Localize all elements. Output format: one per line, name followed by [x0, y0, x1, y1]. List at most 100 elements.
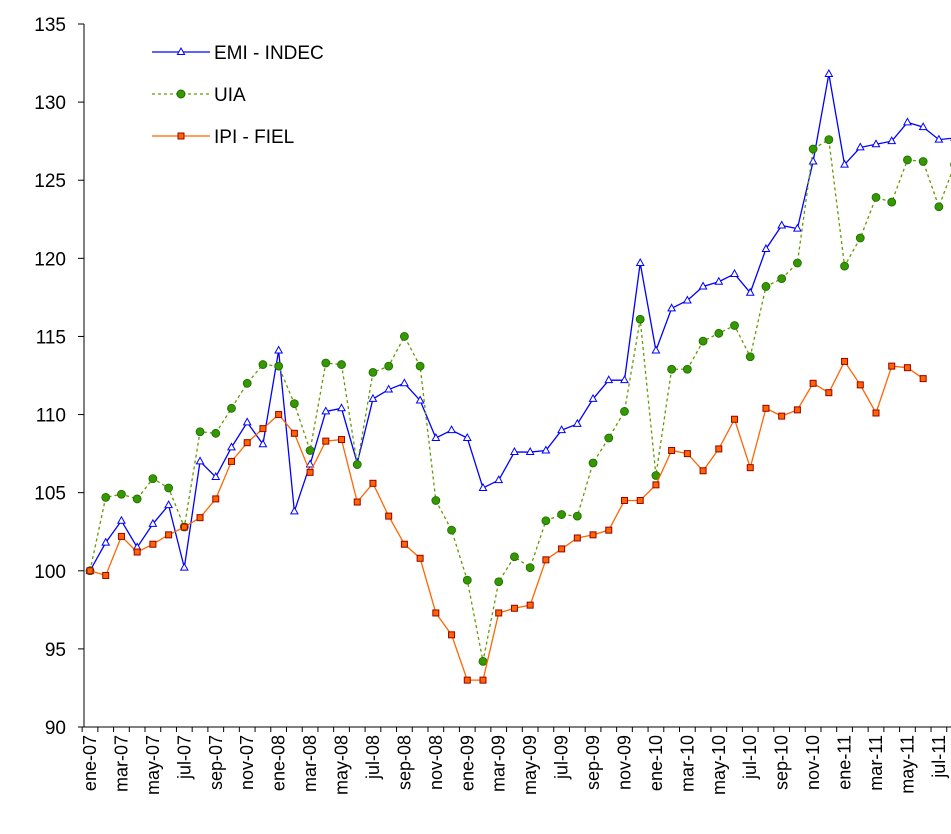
point: [683, 450, 691, 458]
point: [620, 496, 628, 504]
y-tick-label: 110: [36, 406, 66, 427]
point: [761, 243, 771, 252]
point: [809, 379, 817, 387]
point: [179, 562, 189, 571]
point: [620, 407, 629, 416]
x-tick-label: mar-07: [111, 735, 131, 792]
point: [447, 525, 456, 535]
legend-marker: [177, 132, 185, 140]
x-tick-label: jul-11: [929, 735, 949, 779]
x-tick-label: ene-09: [457, 735, 477, 791]
x-tick-label: ene-08: [269, 735, 289, 791]
point: [604, 433, 614, 443]
point: [871, 139, 881, 148]
y-tick-label: 115: [36, 327, 66, 348]
point: [588, 458, 598, 468]
point: [321, 406, 331, 415]
point: [368, 393, 378, 402]
x-tick-label: mar-08: [300, 735, 320, 792]
point: [101, 492, 111, 502]
point: [259, 425, 267, 433]
y-tick-label: 95: [45, 640, 66, 661]
point: [116, 515, 126, 524]
point: [242, 417, 252, 426]
point: [919, 375, 927, 383]
point: [369, 479, 377, 487]
point: [148, 474, 158, 484]
point: [353, 498, 361, 506]
point: [572, 511, 582, 521]
point: [274, 345, 284, 354]
point: [824, 68, 834, 77]
point: [636, 496, 644, 504]
x-tick-label: sep-07: [206, 735, 226, 790]
point: [778, 412, 786, 420]
point: [384, 384, 394, 393]
point: [731, 415, 739, 423]
point: [86, 567, 94, 575]
point: [745, 287, 755, 296]
x-tick-label: ene-07: [80, 735, 100, 791]
point: [667, 364, 677, 374]
x-tick-label: may-09: [520, 735, 540, 795]
point: [448, 631, 456, 639]
point: [856, 381, 864, 389]
point: [698, 281, 708, 290]
x-tick-label: may-10: [709, 735, 729, 795]
point: [399, 332, 409, 341]
point: [792, 223, 802, 232]
x-tick-label: mar-10: [677, 735, 697, 792]
point: [887, 197, 897, 207]
x-tick-label: mar-11: [866, 735, 886, 791]
point: [227, 403, 236, 413]
point: [715, 445, 723, 453]
x-tick-label: may-07: [143, 735, 163, 795]
point: [557, 425, 567, 434]
x-tick-label: sep-10: [772, 735, 792, 790]
point: [808, 144, 818, 154]
point: [242, 378, 252, 388]
point: [274, 361, 284, 371]
point: [290, 429, 298, 437]
x-tick-label: nov-10: [803, 735, 823, 790]
point: [855, 142, 865, 151]
series-line: [89, 73, 951, 572]
point: [588, 393, 598, 402]
point: [368, 367, 378, 377]
point: [195, 427, 205, 437]
x-tick-label: jul-07: [174, 735, 194, 780]
point: [934, 202, 944, 212]
point: [243, 439, 251, 447]
point: [322, 437, 330, 445]
point: [888, 362, 896, 370]
point: [415, 395, 425, 404]
point: [635, 314, 645, 324]
point: [902, 117, 912, 126]
point: [714, 276, 724, 285]
point: [589, 531, 597, 539]
point: [682, 364, 692, 374]
point: [762, 404, 770, 412]
point: [525, 447, 535, 456]
point: [415, 361, 425, 371]
point: [211, 472, 221, 481]
point: [667, 303, 677, 312]
y-tick-label: 90: [45, 718, 66, 739]
point: [494, 475, 504, 484]
legend-marker: [176, 46, 186, 55]
x-tick-label: jul-09: [552, 735, 572, 780]
legend-label: UIA: [214, 85, 246, 106]
x-tick-label: nov-08: [426, 735, 446, 790]
x-tick-label: nov-09: [614, 735, 634, 790]
point: [195, 456, 205, 465]
legend-marker: [176, 89, 186, 99]
point: [698, 336, 708, 346]
point: [887, 136, 897, 145]
y-tick-label: 135: [34, 15, 66, 36]
point: [305, 459, 315, 468]
point: [682, 295, 692, 304]
point: [478, 482, 488, 491]
point: [558, 545, 566, 553]
x-tick-label: sep-08: [394, 735, 414, 790]
point: [385, 512, 393, 520]
